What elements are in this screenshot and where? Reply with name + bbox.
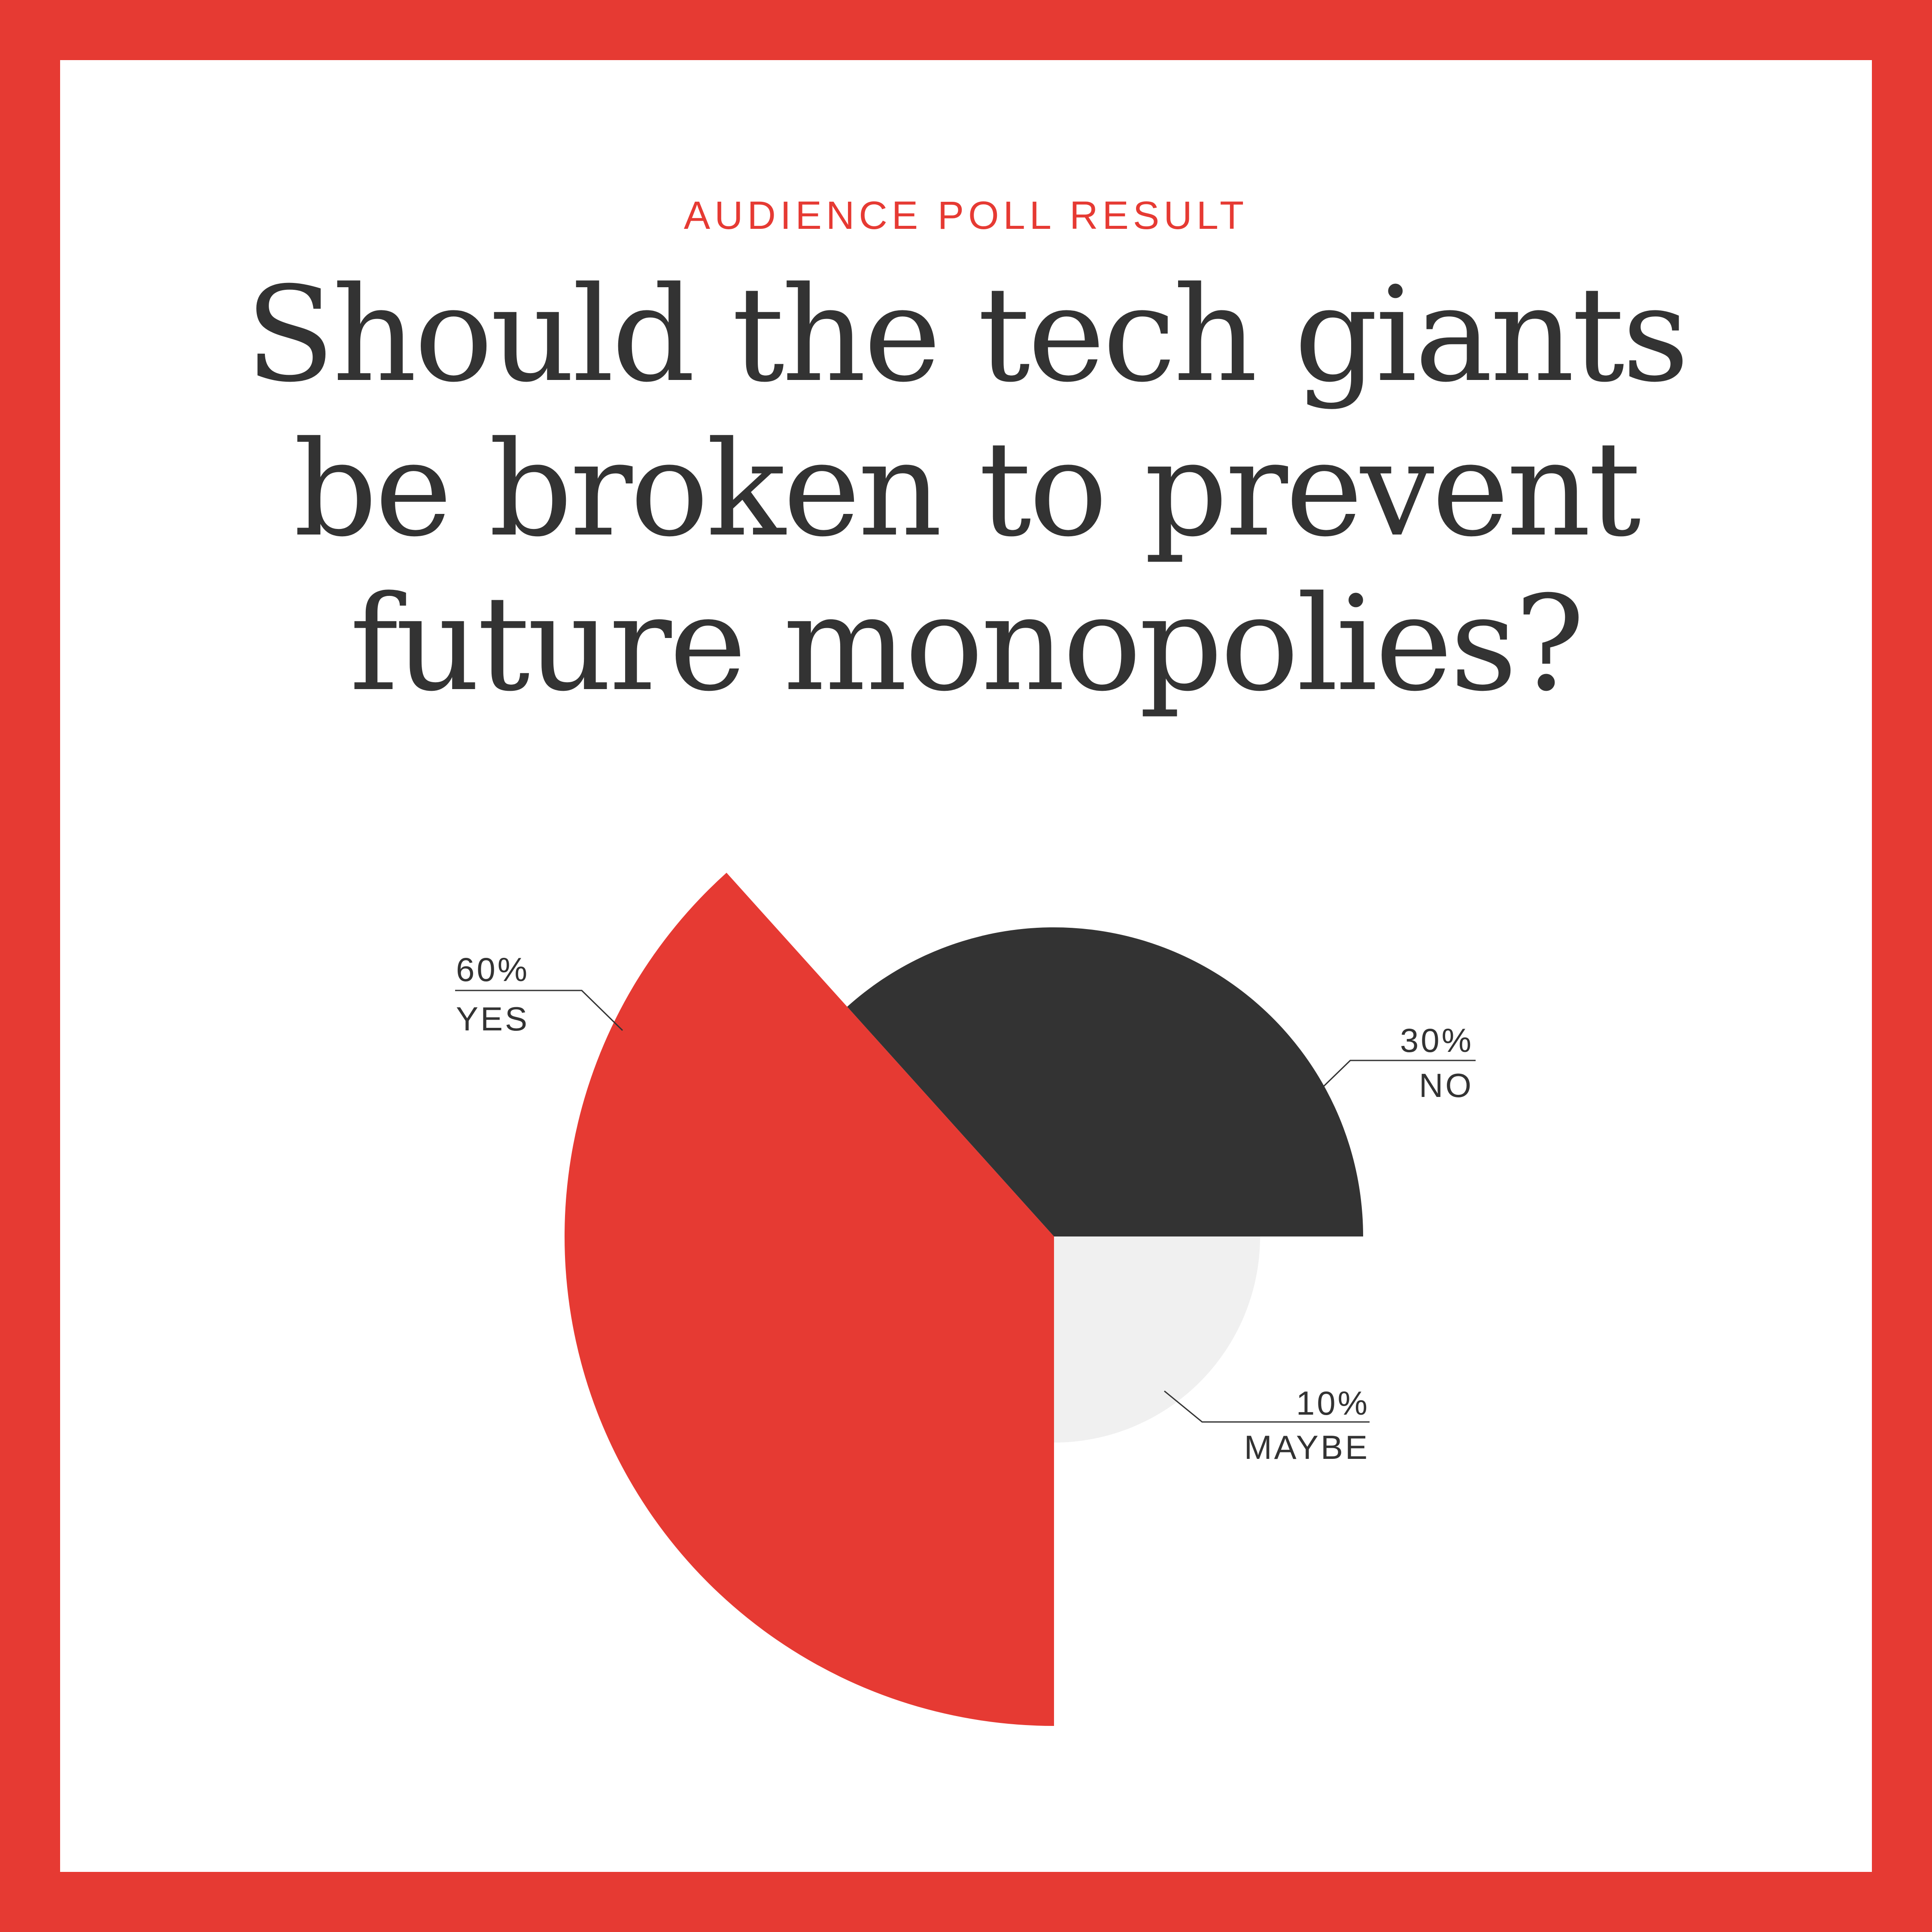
leader-line-yes [455, 990, 623, 1031]
title-line-3: future monopolies? [349, 568, 1585, 720]
poll-question: Should the tech giants be broken to prev… [193, 258, 1739, 721]
title-line-1: Should the tech giants [245, 258, 1689, 411]
pie-slice-no [847, 927, 1363, 1236]
category-label-yes: YES [456, 1000, 529, 1038]
pie-slice-yes [564, 872, 1054, 1726]
value-label-yes: 60% [456, 951, 529, 988]
value-label-no: 30% [1400, 1021, 1473, 1059]
value-label-maybe: 10% [1296, 1384, 1370, 1422]
pie-slice-maybe [1054, 1236, 1260, 1443]
title-line-2: be broken to prevent [293, 413, 1641, 565]
category-label-no: NO [1419, 1066, 1473, 1104]
poll-kicker: AUDIENCE POLL RESULT [683, 194, 1249, 237]
category-label-maybe: MAYBE [1244, 1428, 1370, 1466]
leader-line-no [1319, 1060, 1476, 1091]
leader-line-maybe [1164, 1390, 1370, 1423]
